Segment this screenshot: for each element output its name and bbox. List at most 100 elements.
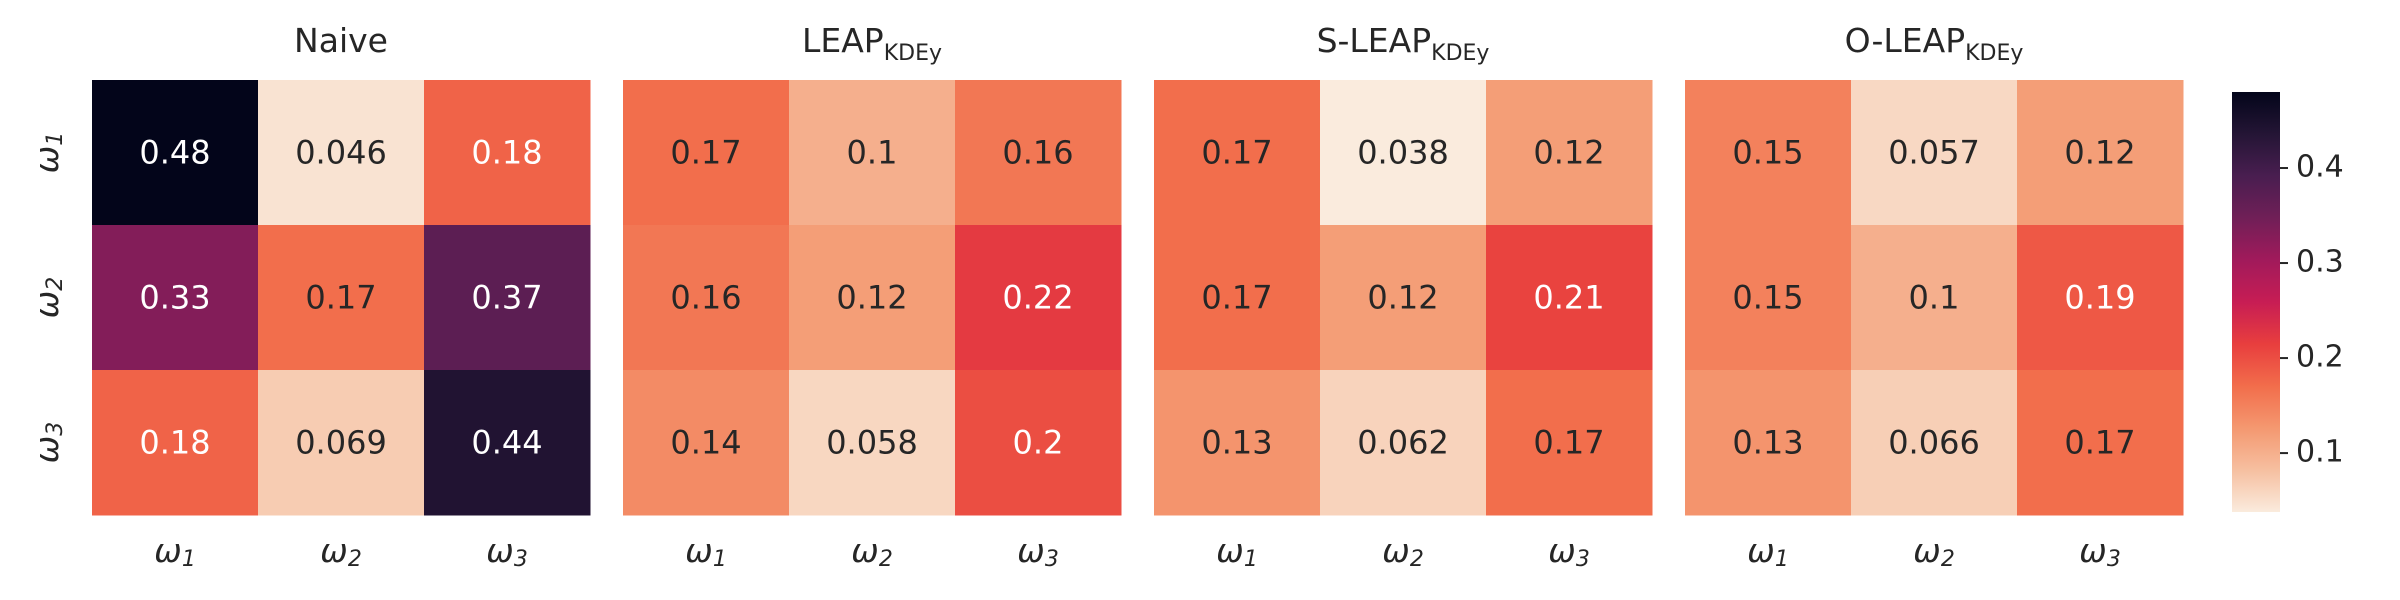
- cell-value-label: 0.066: [1888, 424, 1980, 462]
- cell-value-label: 0.18: [139, 424, 210, 462]
- x-tick-label: ω1: [154, 531, 196, 573]
- x-tick-label: ω1: [1747, 531, 1789, 573]
- heatmap-cell: [2017, 225, 2184, 371]
- heatmap-cell: [424, 370, 591, 516]
- x-tick-label: ω1: [1216, 531, 1258, 573]
- cell-value-label: 0.1: [1909, 279, 1960, 317]
- cell-value-label: 0.13: [1732, 424, 1803, 462]
- heatmap-cell: [1486, 80, 1653, 226]
- cell-value-label: 0.17: [2064, 424, 2135, 462]
- panel-title: S-LEAPKDEy: [1317, 21, 1490, 66]
- heatmap-cell: [1685, 370, 1852, 516]
- cell-value-label: 0.062: [1357, 424, 1449, 462]
- heatmap-cell: [789, 80, 956, 226]
- cell-value-label: 0.046: [295, 134, 387, 172]
- cell-value-label: 0.48: [139, 134, 210, 172]
- colorbar-tick-label: 0.3: [2296, 245, 2344, 280]
- cell-value-label: 0.12: [1367, 279, 1438, 317]
- heatmap-cell: [1320, 225, 1487, 371]
- heatmap-cell: [258, 370, 425, 516]
- x-tick-label: ω1: [685, 531, 727, 573]
- heatmap-cell: [1851, 225, 2018, 371]
- cell-value-label: 0.12: [836, 279, 907, 317]
- heatmap-cell: [2017, 370, 2184, 516]
- cell-value-label: 0.19: [2064, 279, 2135, 317]
- heatmap-cell: [258, 80, 425, 226]
- heatmap-cell: [1154, 225, 1321, 371]
- cell-value-label: 0.17: [305, 279, 376, 317]
- heatmap-cell: [258, 225, 425, 371]
- cell-value-label: 0.16: [670, 279, 741, 317]
- x-tick-label: ω3: [1548, 531, 1590, 573]
- panel-title: LEAPKDEy: [802, 21, 942, 66]
- cell-value-label: 0.15: [1732, 279, 1803, 317]
- colorbar: 0.1 0.2 0.3 0.4: [2232, 92, 2344, 512]
- heatmap-cell: [1851, 370, 2018, 516]
- heatmap-panel: O-LEAPKDEy 0.15 0.057 0.12 0.15 0.1 0.19 0.13 0.…: [1685, 21, 2184, 572]
- cell-value-label: 0.17: [1201, 134, 1272, 172]
- panel-title: Naive: [294, 21, 388, 60]
- cell-value-label: 0.058: [826, 424, 918, 462]
- x-tick-label: ω3: [486, 531, 528, 573]
- cell-value-label: 0.17: [1533, 424, 1604, 462]
- colorbar-tick-label: 0.1: [2296, 435, 2344, 470]
- cell-value-label: 0.12: [1533, 134, 1604, 172]
- heatmap-cell: [1685, 80, 1852, 226]
- y-tick-label: ω1: [27, 132, 69, 174]
- cell-value-label: 0.1: [847, 134, 898, 172]
- heatmap-cell: [789, 225, 956, 371]
- x-tick-label: ω2: [1382, 531, 1424, 573]
- cell-value-label: 0.069: [295, 424, 387, 462]
- colorbar-tick-label: 0.4: [2296, 150, 2344, 185]
- x-tick-label: ω2: [320, 531, 362, 573]
- cell-value-label: 0.33: [139, 279, 210, 317]
- y-tick-label: ω3: [27, 422, 69, 464]
- cell-value-label: 0.44: [471, 424, 542, 462]
- cell-value-label: 0.22: [1002, 279, 1073, 317]
- cell-value-label: 0.12: [2064, 134, 2135, 172]
- x-tick-label: ω2: [1913, 531, 1955, 573]
- cell-value-label: 0.21: [1533, 279, 1604, 317]
- heatmap-cell: [92, 80, 259, 226]
- cell-value-label: 0.17: [670, 134, 741, 172]
- heatmap-cell: [1486, 225, 1653, 371]
- cell-value-label: 0.038: [1357, 134, 1449, 172]
- heatmap-cell: [92, 225, 259, 371]
- heatmap-cell: [1851, 80, 2018, 226]
- heatmap-cell: [955, 80, 1122, 226]
- heatmap-cell: [2017, 80, 2184, 226]
- heatmap-cell: [955, 225, 1122, 371]
- x-tick-label: ω3: [1017, 531, 1059, 573]
- heatmap-cell: [1154, 370, 1321, 516]
- heatmap-cell: [955, 370, 1122, 516]
- cell-value-label: 0.15: [1732, 134, 1803, 172]
- x-tick-label: ω3: [2079, 531, 2121, 573]
- cell-value-label: 0.057: [1888, 134, 1980, 172]
- heatmap-cell: [1154, 80, 1321, 226]
- heatmap-panel: S-LEAPKDEy 0.17 0.038 0.12 0.17 0.12 0.21 0.13 0…: [1154, 21, 1653, 572]
- heatmap-cell: [623, 80, 790, 226]
- cell-value-label: 0.17: [1201, 279, 1272, 317]
- heatmap-cell: [789, 370, 956, 516]
- cell-value-label: 0.13: [1201, 424, 1272, 462]
- heatmap-panel: Naive 0.48 0.046 0.18 0.33 0.17 0.37 0.18 0.069 0…: [27, 21, 591, 572]
- cell-value-label: 0.14: [670, 424, 741, 462]
- heatmap-cell: [424, 80, 591, 226]
- heatmap-cell: [623, 370, 790, 516]
- cell-value-label: 0.16: [1002, 134, 1073, 172]
- heatmap-cell: [92, 370, 259, 516]
- panel-title: O-LEAPKDEy: [1845, 21, 2024, 66]
- heatmap-cell: [1685, 225, 1852, 371]
- heatmap-panel: LEAPKDEy 0.17 0.1 0.16 0.16 0.12 0.22 0.14 0.058…: [623, 21, 1122, 572]
- colorbar-tick-label: 0.2: [2296, 340, 2344, 375]
- cell-value-label: 0.37: [471, 279, 542, 317]
- colorbar-gradient: [2232, 92, 2280, 512]
- heatmap-cell: [623, 225, 790, 371]
- heatmap-cell: [1486, 370, 1653, 516]
- cell-value-label: 0.18: [471, 134, 542, 172]
- heatmap-cell: [1320, 80, 1487, 226]
- heatmap-cell: [1320, 370, 1487, 516]
- y-tick-label: ω2: [27, 277, 69, 319]
- cell-value-label: 0.2: [1013, 424, 1064, 462]
